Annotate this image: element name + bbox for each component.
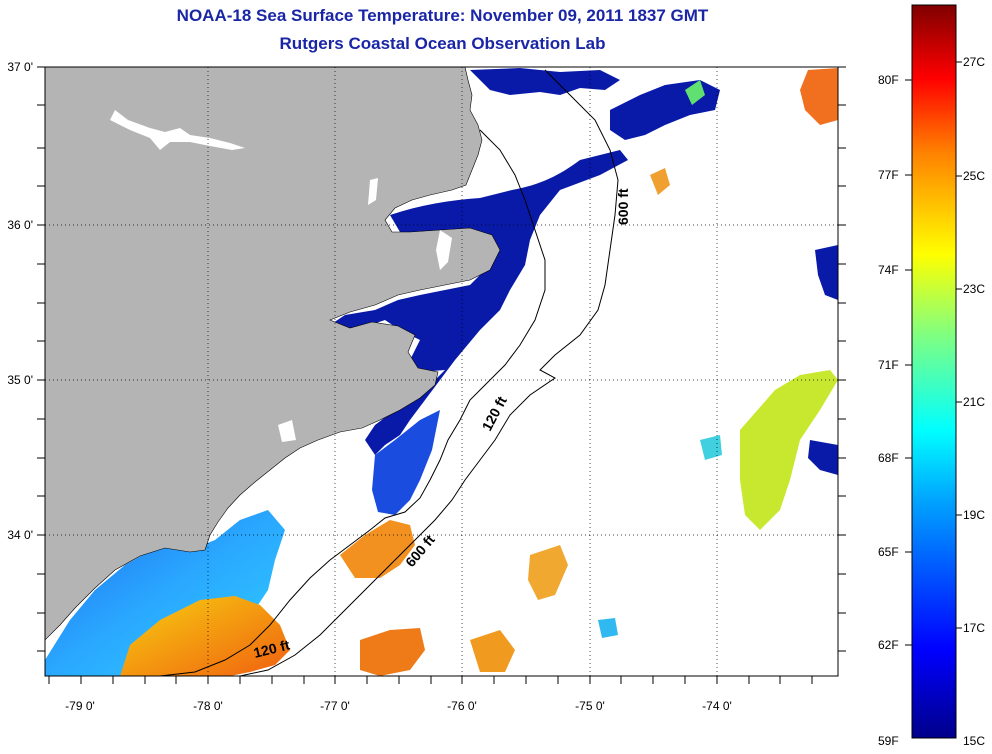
inland-river <box>110 110 245 150</box>
lat-label-36: 36 0' <box>7 218 33 232</box>
cb-label-59f: 59F <box>878 734 899 748</box>
sst-yellow-patch-east <box>740 370 838 530</box>
grid-lines <box>45 67 838 676</box>
cb-label-71f: 71F <box>878 358 899 372</box>
isobath-120ft <box>159 129 546 676</box>
lon-label-78: -78 0' <box>193 699 223 713</box>
lon-label-79: -79 0' <box>65 699 95 713</box>
x-ticks <box>48 676 813 684</box>
lat-label-37: 37 0' <box>7 60 33 74</box>
cb-label-17c: 17C <box>963 621 985 635</box>
lat-label-35: 35 0' <box>7 373 33 387</box>
map-frame <box>44 66 839 677</box>
colorbar-ticks <box>905 61 962 646</box>
cb-label-68f: 68F <box>878 451 899 465</box>
cb-label-65f: 65F <box>878 545 899 559</box>
inland-lake <box>368 178 378 205</box>
map-subtitle: Rutgers Coastal Ocean Observation Lab <box>279 34 606 53</box>
cb-label-19c: 19C <box>963 508 985 522</box>
sst-cyan-patch-south <box>598 618 618 638</box>
cb-label-27c: 27C <box>963 55 985 69</box>
sst-warm-patch-ne <box>800 68 838 125</box>
sst-blue-shelf <box>372 410 440 515</box>
cb-label-15c: 15C <box>963 734 985 748</box>
sst-cold-east-patch <box>808 440 838 475</box>
sst-cold-top-patch <box>470 68 620 95</box>
sst-cyan-patch-east <box>700 435 722 460</box>
cb-label-23c: 23C <box>963 282 985 296</box>
sst-green-patch-ne <box>685 80 705 105</box>
sst-warm-patch-capefear <box>340 520 415 578</box>
lon-label-76: -76 0' <box>447 699 477 713</box>
isobath-label-600-north: 600 ft <box>615 188 631 225</box>
inland-lake-2 <box>436 230 452 270</box>
sst-warm-patch-south <box>360 628 425 676</box>
lon-label-75: -75 0' <box>575 699 605 713</box>
inland-sound-edge <box>278 420 296 442</box>
sst-coastal-shelf <box>45 510 285 676</box>
colorbar <box>911 4 957 739</box>
y-ticks-right <box>838 66 846 652</box>
map-title: NOAA-18 Sea Surface Temperature: Novembe… <box>176 6 709 25</box>
cb-label-62f: 62F <box>878 638 899 652</box>
isobath-600ft <box>239 69 619 676</box>
cb-label-21c: 21C <box>963 395 985 409</box>
cb-label-80f: 80F <box>878 73 899 87</box>
cb-label-74f: 74F <box>878 263 899 277</box>
cb-label-77f: 77F <box>878 168 899 182</box>
cb-label-25c: 25C <box>963 169 985 183</box>
lat-label-34: 34 0' <box>7 528 33 542</box>
y-ticks <box>37 66 45 652</box>
sst-warm-patch-n <box>650 168 670 195</box>
sst-warm-patch-mid <box>528 545 568 600</box>
sst-warm-shelf <box>120 596 290 676</box>
sst-cold-east-patch-2 <box>815 245 838 300</box>
sst-warm-patch-south-2 <box>470 630 515 672</box>
lon-label-77: -77 0' <box>320 699 350 713</box>
sst-cold-sounds <box>330 150 628 455</box>
lon-label-74: -74 0' <box>702 699 732 713</box>
